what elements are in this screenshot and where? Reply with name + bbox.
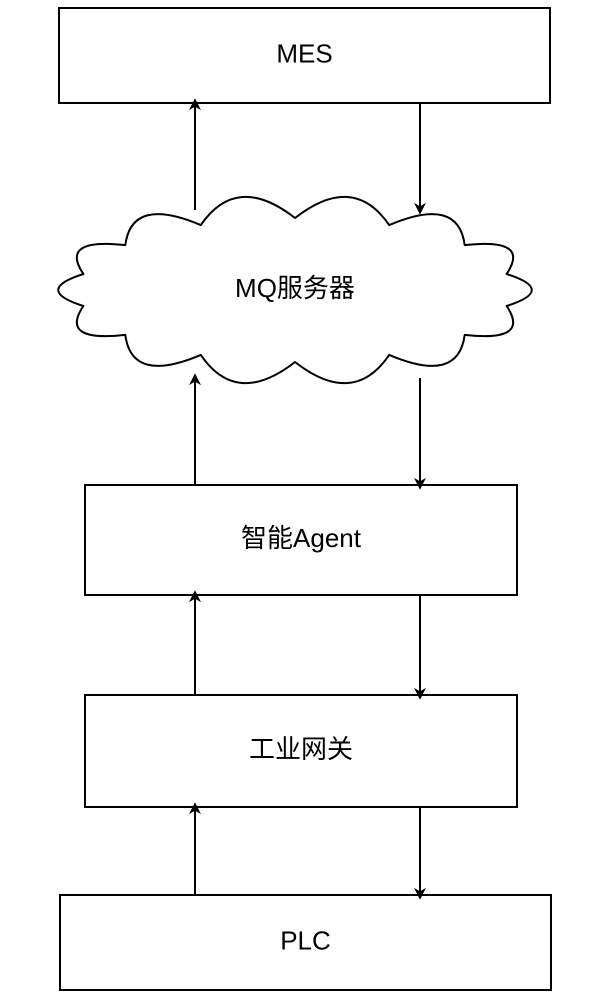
node-mq: MQ服务器 <box>58 197 532 383</box>
node-mes: MES <box>59 8 550 103</box>
node-agent-label: 智能Agent <box>241 523 362 553</box>
architecture-diagram: MES MQ服务器智能Agent 工业网关 PLC <box>0 0 612 1000</box>
node-mes-label: MES <box>276 38 332 68</box>
node-plc: PLC <box>60 895 551 990</box>
node-gateway-label: 工业网关 <box>249 734 353 764</box>
node-agent: 智能Agent <box>85 485 517 595</box>
node-plc-label: PLC <box>280 925 331 955</box>
node-mq-label: MQ服务器 <box>235 273 355 303</box>
node-gateway: 工业网关 <box>85 695 517 807</box>
